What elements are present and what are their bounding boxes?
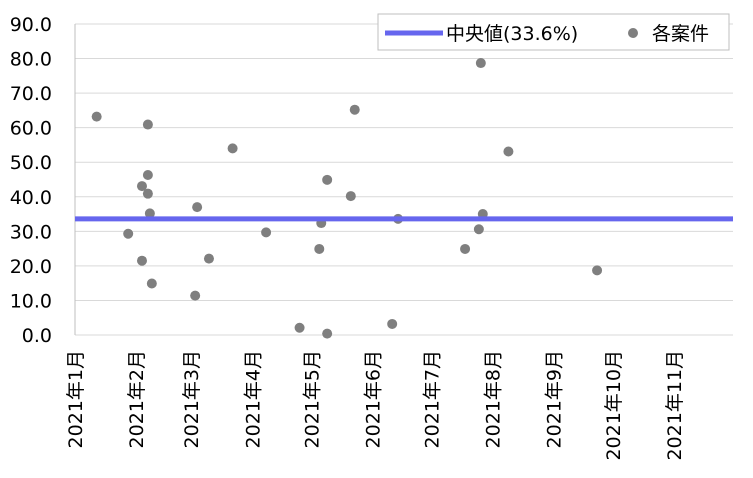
legend-points-label: 各案件 bbox=[652, 23, 709, 45]
x-tick-label: 2021年8月 bbox=[483, 350, 505, 448]
data-point bbox=[227, 143, 238, 154]
data-point bbox=[322, 174, 333, 185]
data-point bbox=[460, 243, 471, 254]
y-tick-label: 20.0 bbox=[10, 256, 52, 278]
data-point bbox=[349, 104, 360, 115]
data-point bbox=[592, 265, 603, 276]
data-point bbox=[203, 253, 214, 264]
y-tick-label: 0.0 bbox=[22, 325, 52, 347]
y-tick-label: 60.0 bbox=[10, 118, 52, 140]
x-tick-label: 2021年7月 bbox=[422, 350, 444, 448]
gridlines bbox=[75, 23, 733, 336]
x-tick-label: 2021年6月 bbox=[362, 350, 384, 448]
data-point bbox=[91, 111, 102, 122]
y-axis-ticks: 0.0 10.0 20.0 30.0 40.0 50.0 60.0 70.0 80.0 90.0 bbox=[10, 14, 52, 347]
data-point bbox=[475, 58, 486, 69]
legend-points-swatch bbox=[628, 28, 638, 38]
data-point bbox=[503, 146, 514, 157]
data-point bbox=[322, 328, 333, 339]
x-tick-label: 2021年4月 bbox=[242, 350, 264, 448]
data-point bbox=[123, 228, 134, 239]
data-point bbox=[144, 208, 155, 219]
data-points bbox=[91, 58, 603, 339]
x-tick-label: 2021年3月 bbox=[181, 350, 203, 448]
y-tick-label: 10.0 bbox=[10, 290, 52, 312]
y-tick-label: 50.0 bbox=[10, 152, 52, 174]
data-point bbox=[190, 290, 201, 301]
x-tick-label: 2021年2月 bbox=[126, 350, 148, 448]
legend: 中央値(33.6%) 各案件 bbox=[377, 13, 730, 51]
data-point bbox=[142, 170, 153, 181]
x-tick-label: 2021年10月 bbox=[603, 350, 625, 461]
x-tick-label: 2021年5月 bbox=[301, 350, 323, 448]
data-point bbox=[136, 255, 147, 266]
data-point bbox=[387, 318, 398, 329]
x-tick-label: 2021年11月 bbox=[664, 350, 686, 461]
data-point bbox=[261, 227, 272, 238]
y-tick-label: 40.0 bbox=[10, 187, 52, 209]
data-point bbox=[294, 322, 305, 333]
legend-median-label: 中央値(33.6%) bbox=[446, 23, 578, 45]
x-axis-ticks: 2021年1月 2021年2月 2021年3月 2021年4月 2021年5月 2021年… bbox=[65, 350, 686, 461]
data-point bbox=[146, 278, 157, 289]
y-tick-label: 70.0 bbox=[10, 83, 52, 105]
data-point bbox=[142, 188, 153, 199]
x-tick-label: 2021年1月 bbox=[65, 350, 87, 448]
x-tick-label: 2021年9月 bbox=[544, 350, 566, 448]
data-point bbox=[314, 243, 325, 254]
data-point bbox=[345, 191, 356, 202]
data-point bbox=[136, 181, 147, 192]
y-tick-label: 90.0 bbox=[10, 14, 52, 36]
data-point bbox=[473, 224, 484, 235]
y-tick-label: 80.0 bbox=[10, 49, 52, 71]
data-point bbox=[142, 119, 153, 130]
data-point bbox=[192, 202, 203, 213]
y-tick-label: 30.0 bbox=[10, 221, 52, 243]
